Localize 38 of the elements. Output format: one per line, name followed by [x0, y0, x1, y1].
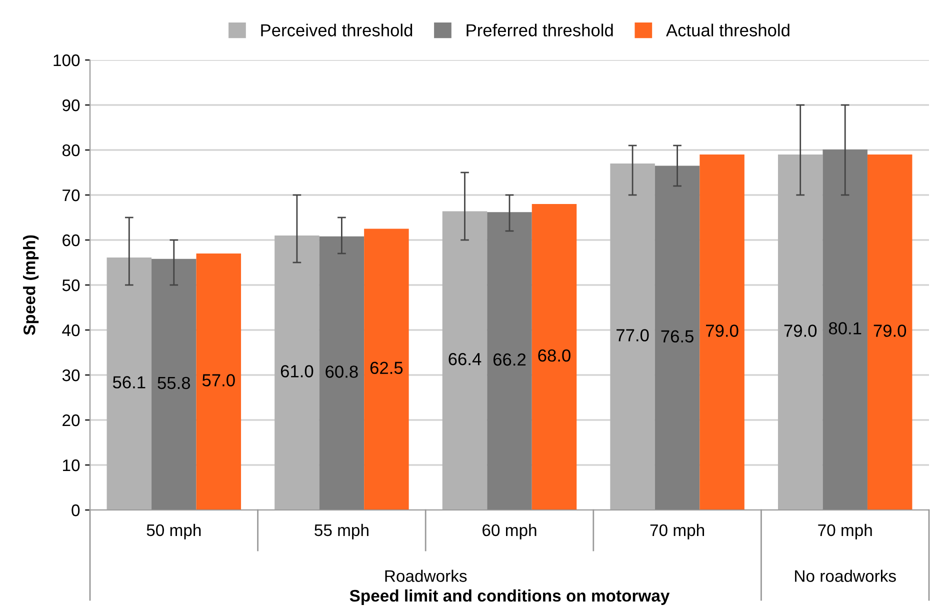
data-label: 66.4: [448, 352, 482, 366]
text: No roadworks: [795, 570, 896, 582]
y-tick-label: 10: [63, 459, 80, 472]
y-tick-label: 40: [62, 324, 80, 336]
data-label: 76.5: [661, 330, 694, 343]
data-label: 56.1: [112, 376, 146, 388]
y-tick-label: 100: [54, 54, 80, 66]
data-label: 79.0: [706, 324, 738, 337]
x-tick-label: 70 mph: [650, 524, 704, 540]
y-tick-label: 60: [62, 234, 80, 246]
x-tick-label: 60 mph: [482, 524, 536, 540]
y-tick-label: 50: [62, 279, 80, 292]
legend-label: Perceived threshold: [261, 24, 412, 36]
data-label: 80.1: [828, 322, 862, 334]
data-label: 79.0: [874, 324, 906, 337]
x-tick-label: 70 mph: [818, 524, 872, 540]
y-tick-label: 80: [62, 144, 80, 156]
data-label: 57.0: [202, 374, 235, 386]
legend-label: Preferred threshold: [466, 24, 613, 36]
data-label: 66.2: [493, 353, 526, 366]
y-tick-label: 70: [62, 189, 80, 202]
data-label: 68.0: [538, 349, 570, 362]
text: Roadworks: [385, 570, 467, 582]
data-label: 77.0: [616, 329, 649, 342]
data-label: 62.5: [370, 362, 403, 374]
data-label: 79.0: [784, 324, 817, 337]
y-tick-label: 90: [62, 99, 80, 112]
y-axis-title: Speed (mph): [23, 235, 39, 335]
data-label: 61.0: [280, 365, 314, 378]
y-tick-label: 30: [62, 369, 80, 382]
x-tick-label: 55 mph: [314, 524, 368, 540]
data-label: 55.8: [158, 376, 190, 390]
y-tick-label: 0: [72, 504, 80, 516]
x-axis-title: Speed limit and conditions on motorway: [350, 589, 670, 605]
x-tick-label: 50 mph: [146, 524, 201, 540]
data-label: 60.8: [326, 366, 358, 378]
legend-label: Actual threshold: [666, 24, 790, 36]
y-tick-label: 20: [62, 414, 80, 426]
